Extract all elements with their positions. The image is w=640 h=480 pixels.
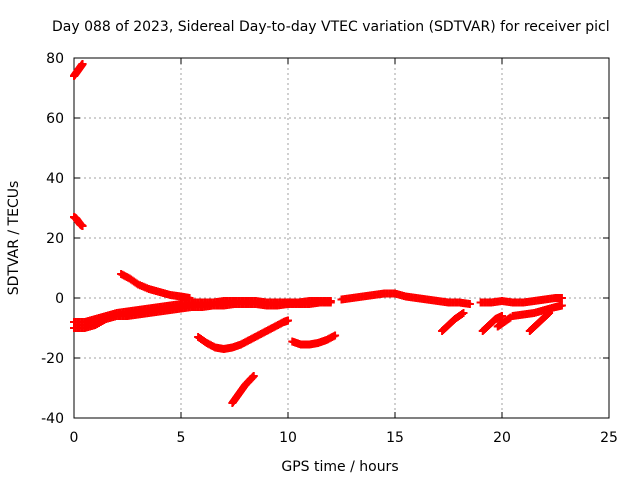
y-tick-label: 60 [46, 111, 64, 127]
x-tick-label: 5 [177, 430, 186, 446]
y-tick-label: 80 [46, 51, 64, 67]
x-tick-label: 0 [70, 430, 79, 446]
data-point [459, 309, 468, 317]
series-descending-arc [117, 270, 194, 302]
series-deep-branch [228, 372, 258, 407]
data-point [545, 309, 554, 317]
y-tick-label: 0 [55, 291, 64, 307]
data-point [498, 312, 506, 320]
x-tick-label: 25 [600, 430, 618, 446]
y-axis-label: SDTVAR / TECUs [6, 181, 22, 296]
y-tick-label: 40 [46, 171, 64, 187]
data-point [78, 60, 87, 68]
series-late-drops-1 [438, 309, 468, 335]
chart-title: Day 088 of 2023, Sidereal Day-to-day VTE… [52, 19, 610, 35]
data-point [78, 222, 87, 230]
data-points [70, 60, 566, 407]
grid [74, 58, 609, 418]
data-point [326, 298, 335, 307]
series-late-drops-2 [478, 312, 506, 335]
y-tick-label: -20 [41, 351, 64, 367]
y-tick-label: -40 [41, 411, 64, 427]
series-top-left-high [70, 60, 87, 80]
x-tick-label: 10 [279, 430, 297, 446]
x-tick-labels: 0 5 10 15 20 25 [70, 430, 618, 446]
data-point [249, 372, 258, 380]
series-dip-second [288, 331, 340, 349]
x-tick-label: 20 [493, 430, 511, 446]
data-point [557, 294, 566, 302]
series-late-band [476, 294, 566, 307]
data-point [185, 294, 194, 302]
series-dip-curve [194, 316, 292, 353]
series-mid-day [337, 289, 474, 308]
data-point [284, 316, 292, 325]
y-tick-label: 20 [46, 231, 64, 247]
data-point [557, 301, 566, 310]
ticks [73, 57, 610, 419]
x-tick-label: 15 [386, 430, 404, 446]
series-top-left-mid [70, 213, 87, 230]
x-axis-label: GPS time / hours [281, 459, 398, 475]
series-late-drops-4 [525, 309, 554, 335]
data-point [331, 331, 340, 340]
data-point [506, 313, 515, 322]
data-point [465, 300, 474, 308]
series-late-drops-3 [493, 313, 515, 331]
series-main-band-lower [70, 298, 335, 332]
y-tick-labels: -40 -20 0 20 40 60 80 [41, 51, 64, 427]
